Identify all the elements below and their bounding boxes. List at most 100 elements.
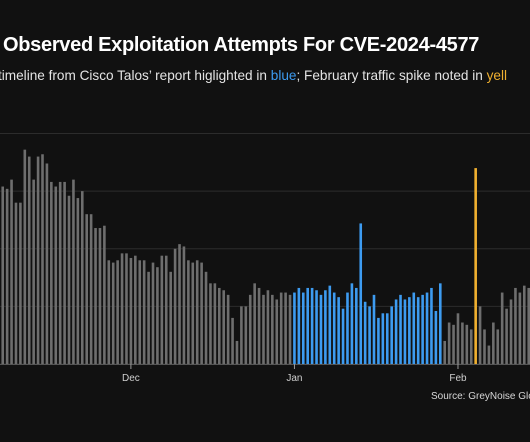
bar-63 xyxy=(275,299,279,364)
bar-64 xyxy=(279,292,283,364)
bar-59 xyxy=(257,287,261,364)
bar-41 xyxy=(178,244,181,364)
bar-40 xyxy=(173,248,177,364)
bar-2 xyxy=(5,188,9,364)
bar-14 xyxy=(58,181,62,364)
bar-97 xyxy=(425,292,429,364)
bar-10 xyxy=(41,154,44,364)
bar-69 xyxy=(301,292,305,364)
bar-55 xyxy=(240,306,243,364)
bar-32 xyxy=(138,260,142,364)
bar-108 xyxy=(474,168,477,364)
bar-82 xyxy=(359,223,363,364)
bar-13 xyxy=(54,186,58,364)
subtitle-blue-word: blue xyxy=(270,68,297,83)
bar-74 xyxy=(324,290,327,364)
bar-105 xyxy=(461,322,464,364)
subtitle-text-middle: ; February traffic spike noted in xyxy=(296,68,487,83)
bar-30 xyxy=(129,257,133,364)
bar-93 xyxy=(408,297,411,364)
bar-3 xyxy=(10,179,13,364)
bar-102 xyxy=(447,322,451,364)
bar-28 xyxy=(120,253,124,364)
bar-100 xyxy=(439,283,442,364)
bar-57 xyxy=(248,294,252,364)
bar-26 xyxy=(111,262,115,364)
bar-24 xyxy=(103,225,106,364)
bar-39 xyxy=(169,271,172,364)
bar-120 xyxy=(527,287,530,364)
x-tick-label-jan: Jan xyxy=(286,373,302,384)
bar-81 xyxy=(355,287,358,364)
bar-47 xyxy=(204,271,208,364)
bar-75 xyxy=(328,285,332,364)
bar-56 xyxy=(244,306,248,364)
bar-49 xyxy=(213,283,217,364)
bar-4 xyxy=(14,202,18,364)
bar-27 xyxy=(116,260,119,364)
chart-subtitle: timeline from Cisco Talos’ report higlig… xyxy=(0,68,507,83)
bar-35 xyxy=(151,262,155,364)
bar-96 xyxy=(421,294,424,364)
bar-65 xyxy=(284,292,287,364)
bar-58 xyxy=(253,283,256,364)
bar-78 xyxy=(341,308,345,364)
subtitle-text-start: timeline from Cisco Talos’ report higlig… xyxy=(0,68,271,83)
bar-92 xyxy=(403,299,407,364)
bar-112 xyxy=(492,322,495,364)
bar-73 xyxy=(319,294,323,364)
bar-76 xyxy=(332,292,336,364)
bar-119 xyxy=(522,285,526,364)
bar-18 xyxy=(76,198,80,364)
bar-117 xyxy=(514,287,517,364)
bar-80 xyxy=(350,283,354,364)
bar-9 xyxy=(36,156,40,364)
bar-77 xyxy=(337,297,340,364)
bar-67 xyxy=(293,292,296,364)
bar-45 xyxy=(195,260,199,364)
bar-25 xyxy=(107,260,111,364)
bar-109 xyxy=(478,306,482,364)
bar-8 xyxy=(32,179,35,364)
bar-118 xyxy=(518,292,522,364)
bar-20 xyxy=(85,214,88,364)
bar-54 xyxy=(235,340,239,364)
bar-37 xyxy=(160,255,164,364)
bar-72 xyxy=(315,290,318,364)
bar-115 xyxy=(505,308,508,364)
bar-42 xyxy=(182,246,186,364)
bar-79 xyxy=(346,292,349,364)
x-tick-label-dec: Dec xyxy=(122,373,140,384)
bar-19 xyxy=(80,191,84,364)
bar-53 xyxy=(231,317,234,364)
chart-title: Observed Exploitation Attempts For CVE-2… xyxy=(3,34,480,56)
bar-51 xyxy=(222,290,226,364)
bar-17 xyxy=(72,179,75,364)
bar-88 xyxy=(385,313,389,364)
bar-21 xyxy=(89,214,93,364)
bar-91 xyxy=(399,294,402,364)
bar-84 xyxy=(368,306,371,364)
bar-43 xyxy=(187,260,190,364)
bar-107 xyxy=(469,329,473,364)
bar-33 xyxy=(142,260,146,364)
bar-103 xyxy=(452,324,455,364)
bar-68 xyxy=(297,287,301,364)
bar-5 xyxy=(19,202,22,364)
bar-34 xyxy=(147,271,150,364)
bar-29 xyxy=(125,253,128,364)
bar-90 xyxy=(394,299,398,364)
bar-106 xyxy=(465,324,469,364)
bar-99 xyxy=(434,310,438,364)
bar-94 xyxy=(412,292,416,364)
bar-111 xyxy=(487,345,491,364)
bar-66 xyxy=(288,294,292,364)
bar-7 xyxy=(27,156,31,364)
bar-85 xyxy=(372,294,376,364)
bar-61 xyxy=(266,290,270,364)
bar-52 xyxy=(226,294,230,364)
bar-71 xyxy=(310,287,314,364)
bar-104 xyxy=(456,313,460,364)
bar-48 xyxy=(209,283,212,364)
